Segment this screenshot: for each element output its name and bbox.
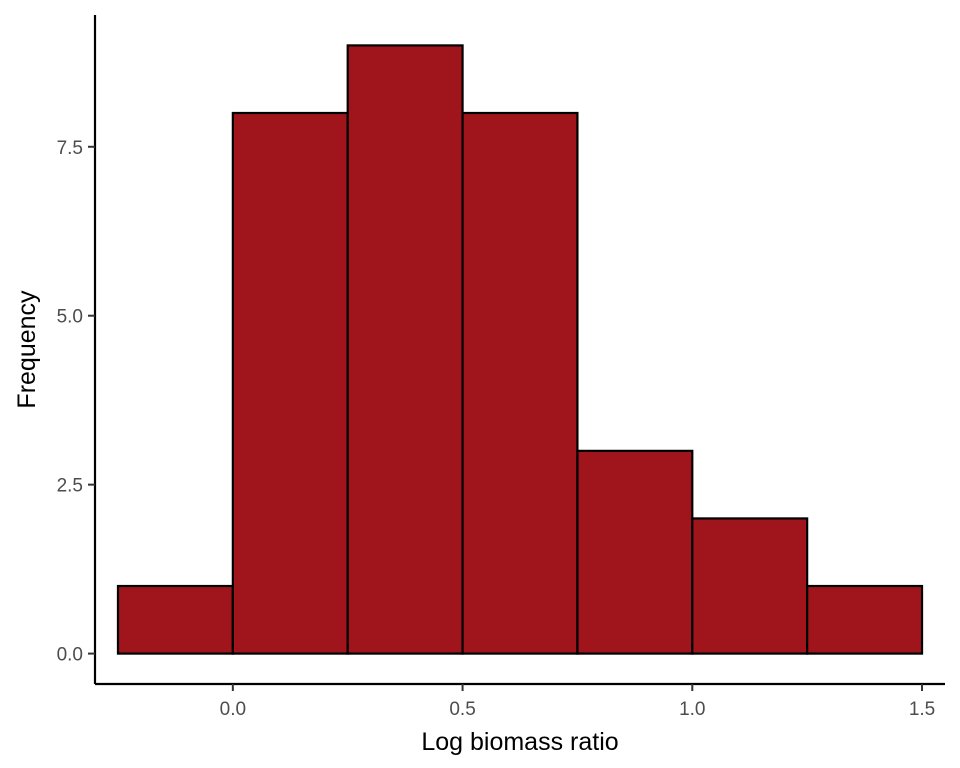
y-tick-label: 2.5 (57, 476, 83, 497)
y-axis-title: Frequency (13, 290, 41, 409)
histogram-bars (116, 44, 924, 655)
histogram-bar (576, 449, 694, 655)
x-axis-title: Log biomass ratio (421, 728, 618, 756)
x-tick-label: 0.5 (449, 699, 475, 720)
y-tick-label: 0.0 (57, 645, 83, 666)
y-axis-ticks: 0.0 2.5 5.0 7.5 (57, 138, 95, 666)
histogram-bar (461, 111, 579, 655)
histogram-bar (116, 584, 234, 655)
y-tick-label: 7.5 (57, 138, 83, 159)
histogram-bar (231, 111, 349, 655)
histogram-bar (806, 584, 924, 655)
histogram-bar (346, 44, 464, 655)
x-tick-label: 1.5 (909, 699, 935, 720)
y-tick-label: 5.0 (57, 307, 83, 328)
x-tick-label: 1.0 (679, 699, 705, 720)
x-tick-label: 0.0 (220, 699, 246, 720)
histogram-bar (691, 517, 809, 655)
x-axis-ticks: 0.0 0.5 1.0 1.5 (220, 684, 935, 720)
